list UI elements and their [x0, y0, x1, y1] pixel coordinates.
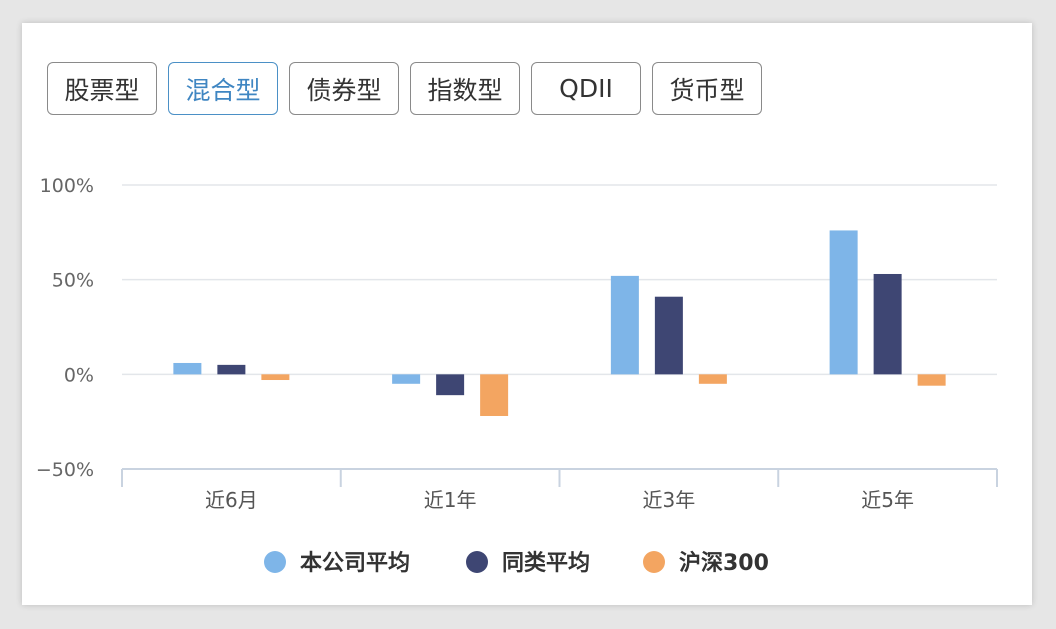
x-tick-label: 近6月: [205, 488, 258, 512]
tab-hybrid[interactable]: 混合型: [168, 62, 278, 115]
bar-3: [698, 374, 727, 384]
bars: [173, 230, 946, 416]
legend: 本公司平均 同类平均 沪深300: [264, 550, 769, 576]
x-axis-labels: 近6月 近1年 近3年 近5年: [205, 488, 914, 512]
legend-marker: [466, 551, 488, 573]
tab-money[interactable]: 货币型: [652, 62, 762, 115]
bar-2: [873, 273, 902, 375]
bar-2: [654, 296, 683, 375]
tab-index[interactable]: 指数型: [410, 62, 520, 115]
y-tick-label: 50%: [52, 270, 94, 292]
y-tick-label: 100%: [40, 175, 94, 197]
legend-label: 沪深300: [679, 550, 769, 576]
bar-1: [392, 374, 421, 384]
chart-card: 股票型 混合型 债券型 指数型 QDII 货币型: [22, 23, 1032, 605]
tab-qdii[interactable]: QDII: [531, 62, 641, 115]
bar-2: [217, 364, 246, 375]
gridlines: [122, 184, 997, 376]
legend-label: 本公司平均: [300, 550, 410, 576]
bar-1: [829, 230, 858, 375]
bar-3: [480, 374, 509, 416]
x-axis: [121, 468, 998, 487]
bar-3: [261, 374, 290, 381]
x-tick-label: 近1年: [424, 488, 477, 512]
fund-type-tabs: 股票型 混合型 债券型 指数型 QDII 货币型: [47, 62, 762, 115]
y-tick-label: 0%: [64, 364, 94, 386]
bar-1: [173, 362, 202, 375]
legend-label: 同类平均: [502, 550, 590, 576]
bar-3: [917, 374, 946, 386]
y-axis-labels: 100% 50% 0% −50%: [36, 175, 94, 481]
x-tick-label: 近5年: [861, 488, 914, 512]
legend-marker: [264, 551, 286, 573]
bar-1: [610, 275, 639, 375]
tab-bond[interactable]: 债券型: [289, 62, 399, 115]
y-tick-label: −50%: [36, 459, 94, 481]
tab-stock[interactable]: 股票型: [47, 62, 157, 115]
bar-2: [436, 374, 465, 396]
legend-marker: [643, 551, 665, 573]
x-tick-label: 近3年: [643, 488, 696, 512]
